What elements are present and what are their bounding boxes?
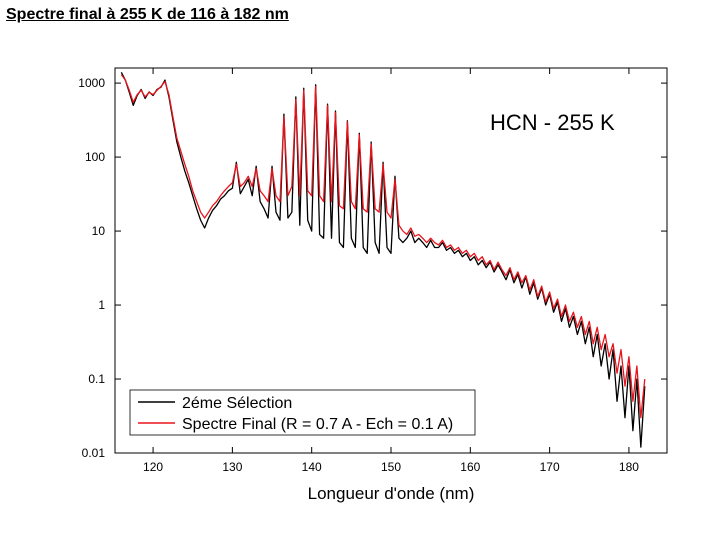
y-tick-label: 10 — [92, 224, 106, 238]
x-tick-label: 140 — [302, 460, 322, 474]
x-tick-label: 150 — [381, 460, 401, 474]
annotation: HCN - 255 K — [490, 110, 615, 135]
legend-label: Spectre Final (R = 0.7 A - Ech = 0.1 A) — [182, 416, 453, 433]
x-axis-label: Longueur d'onde (nm) — [308, 484, 475, 503]
x-tick-label: 180 — [619, 460, 639, 474]
y-tick-label: 0.1 — [88, 372, 105, 386]
y-tick-label: 1 — [98, 298, 105, 312]
x-tick-label: 120 — [143, 460, 163, 474]
legend-label: 2éme Sélection — [182, 395, 292, 412]
y-tick-label: 0.01 — [82, 446, 106, 460]
x-tick-label: 160 — [460, 460, 480, 474]
series-line — [120, 74, 646, 419]
x-tick-label: 170 — [540, 460, 560, 474]
chart-title: Spectre final à 255 K de 116 à 182 nm — [6, 6, 289, 23]
legend-box — [129, 389, 476, 436]
y-tick-label: 1000 — [78, 76, 105, 90]
y-tick-label: 100 — [85, 150, 105, 164]
x-tick-label: 130 — [222, 460, 242, 474]
